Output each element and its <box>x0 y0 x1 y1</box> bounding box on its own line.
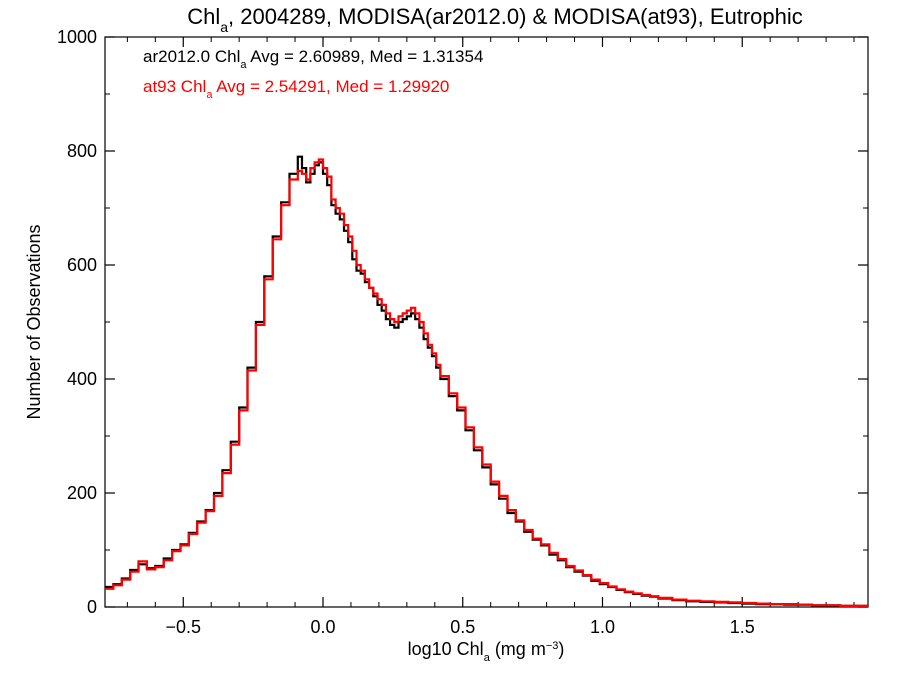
y-tick-label: 0 <box>87 597 97 617</box>
legend-entry-at93: at93 Chla Avg = 2.54291, Med = 1.29920 <box>143 77 449 101</box>
x-tick-label: 1.5 <box>730 617 755 637</box>
series-layer <box>105 155 868 607</box>
x-tick-label: −0.5 <box>165 617 201 637</box>
series-at93-line <box>105 158 868 607</box>
series-ar2012.0-line <box>105 155 868 607</box>
x-tick-label: 0.0 <box>310 617 335 637</box>
y-tick-label: 600 <box>67 255 97 275</box>
y-tick-label: 1000 <box>57 27 97 47</box>
legend-entry-ar2012.0: ar2012.0 Chla Avg = 2.60989, Med = 1.313… <box>143 47 483 71</box>
y-axis-label: Number of Observations <box>24 224 44 419</box>
x-axis: −0.5 0.0 0.5 1.0 1.5 <box>126 37 855 637</box>
y-tick-label: 400 <box>67 369 97 389</box>
y-tick-label: 200 <box>67 483 97 503</box>
chart-title: Chla, 2004289, MODISA(ar2012.0) & MODISA… <box>187 4 803 35</box>
x-tick-label: 0.5 <box>450 617 475 637</box>
x-axis-label: log10 Chla (mg m−3) <box>408 639 565 664</box>
legend: ar2012.0 Chla Avg = 2.60989, Med = 1.313… <box>143 47 483 101</box>
plot-frame <box>104 36 869 608</box>
y-axis: 0 200 400 600 800 1000 <box>57 27 868 617</box>
y-tick-label: 800 <box>67 141 97 161</box>
x-tick-label: 1.0 <box>590 617 615 637</box>
